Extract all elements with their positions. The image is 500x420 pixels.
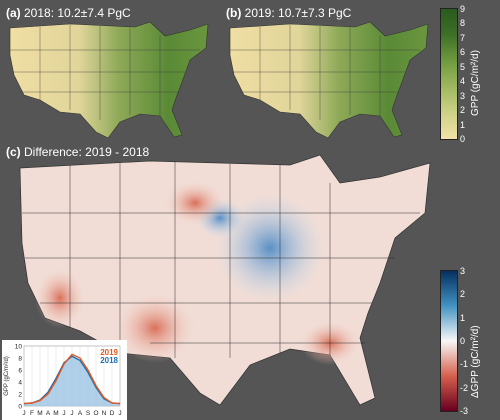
inset-xtick-label: D bbox=[110, 410, 115, 417]
inset-ytick-label: 6 bbox=[18, 368, 22, 375]
colorbar-tick-label: 8 bbox=[460, 18, 466, 29]
state-borders bbox=[10, 25, 200, 120]
map-2019 bbox=[229, 21, 429, 139]
inset-ytick-label: 4 bbox=[18, 380, 22, 387]
colorbar-tick-label: 4 bbox=[460, 76, 466, 87]
inset-xtick-label: J bbox=[118, 410, 121, 417]
inset-xtick-label: M bbox=[53, 410, 58, 417]
inset-xtick-label: A bbox=[46, 410, 51, 417]
positive-anomaly-region bbox=[115, 293, 195, 363]
positive-anomaly-region bbox=[35, 268, 85, 328]
colorbar-tick-label: 9 bbox=[460, 4, 466, 14]
inset-ytick-label: 8 bbox=[18, 356, 22, 363]
colorbar-tick-label: 2 bbox=[460, 289, 466, 300]
colorbar-tick-label: 1 bbox=[460, 312, 466, 323]
inset-ytick-label: 0 bbox=[18, 404, 22, 411]
inset-xtick-label: J bbox=[70, 410, 73, 417]
conus-outline bbox=[229, 21, 429, 139]
inset-ytick-label: 2 bbox=[18, 392, 22, 399]
inset-ytick-label: 10 bbox=[15, 344, 23, 351]
state-borders bbox=[22, 162, 420, 358]
positive-anomaly-region bbox=[165, 181, 225, 225]
inset-xtick-label: A bbox=[78, 410, 83, 417]
inset-seasonal-chart: 0 2 4 6 8 10 J F M A M J J A S O N D J GPP (gC/m²/d) 2019 201… bbox=[2, 340, 127, 420]
colorbar-tick-label: 5 bbox=[460, 61, 466, 72]
colorbar-tick-label: 7 bbox=[460, 32, 466, 43]
colorbar-tick-label: 2 bbox=[460, 105, 466, 116]
inset-xtick-label: J bbox=[62, 410, 65, 417]
inset-xtick-label: J bbox=[22, 410, 25, 417]
inset-xtick-label: O bbox=[93, 410, 98, 417]
panel-c-title: (c) Difference: 2019 - 2018 bbox=[6, 145, 150, 159]
inset-legend-2019: 2019 bbox=[100, 348, 118, 357]
panel-a: (a) 2018: 10.2±7.4 PgC bbox=[0, 0, 215, 145]
colorbar-diff-label: ΔGPP (gC/m²/d) bbox=[470, 325, 481, 398]
inset-xtick-label: S bbox=[86, 410, 91, 417]
colorbar-tick-label: 3 bbox=[460, 266, 466, 276]
colorbar-tick-label: 0 bbox=[460, 336, 466, 346]
inset-xtick-label: N bbox=[102, 410, 107, 417]
inset-line-2019 bbox=[23, 353, 121, 405]
inset-xtick-label: M bbox=[37, 410, 42, 417]
panel-a-title: (a) 2018: 10.2±7.4 PgC bbox=[6, 6, 131, 20]
colorbar-gpp-bar bbox=[440, 8, 458, 140]
colorbar-tick-label: -3 bbox=[460, 406, 469, 416]
colorbar-tick-label: 1 bbox=[460, 119, 466, 130]
inset-xtick-label: F bbox=[30, 410, 34, 417]
conus-outline bbox=[9, 21, 209, 139]
colorbar-diff-bar bbox=[440, 270, 458, 412]
colorbar-tick-label: 0 bbox=[460, 134, 466, 144]
state-borders bbox=[230, 25, 420, 120]
colorbar-tick-label: -2 bbox=[460, 382, 469, 393]
colorbar-diff: 3 2 1 0 -1 -2 -3 ΔGPP (gC/m²/d) bbox=[440, 266, 500, 420]
colorbar-tick-label: -1 bbox=[460, 359, 469, 370]
colorbar-gpp: 9 8 7 6 5 4 3 2 1 0 GPP (gC/m²/d) bbox=[440, 4, 500, 148]
inset-ylabel: GPP (gC/m²/d) bbox=[4, 356, 10, 396]
colorbar-tick-label: 6 bbox=[460, 47, 466, 58]
colorbar-gpp-label: GPP (gC/m²/d) bbox=[470, 50, 481, 116]
inset-legend-2018: 2018 bbox=[100, 356, 118, 365]
panel-b: (b) 2019: 10.7±7.3 PgC bbox=[220, 0, 435, 145]
map-2018 bbox=[9, 21, 209, 139]
colorbar-tick-label: 3 bbox=[460, 90, 466, 101]
panel-b-title: (b) 2019: 10.7±7.3 PgC bbox=[226, 6, 352, 20]
